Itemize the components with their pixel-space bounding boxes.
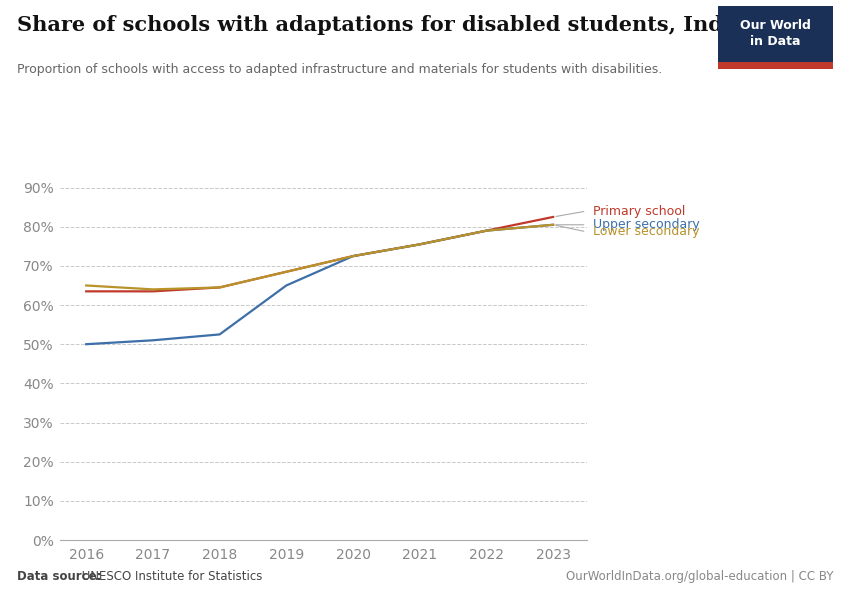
Text: OurWorldInData.org/global-education | CC BY: OurWorldInData.org/global-education | CC… bbox=[565, 570, 833, 583]
Text: Share of schools with adaptations for disabled students, India: Share of schools with adaptations for di… bbox=[17, 15, 745, 35]
Text: Upper secondary: Upper secondary bbox=[593, 218, 700, 231]
Text: Our World
in Data: Our World in Data bbox=[740, 19, 811, 49]
Text: UNESCO Institute for Statistics: UNESCO Institute for Statistics bbox=[78, 570, 263, 583]
Text: Data source:: Data source: bbox=[17, 570, 101, 583]
Text: Primary school: Primary school bbox=[593, 205, 686, 218]
Text: Proportion of schools with access to adapted infrastructure and materials for st: Proportion of schools with access to ada… bbox=[17, 63, 662, 76]
Text: Lower secondary: Lower secondary bbox=[593, 226, 700, 238]
